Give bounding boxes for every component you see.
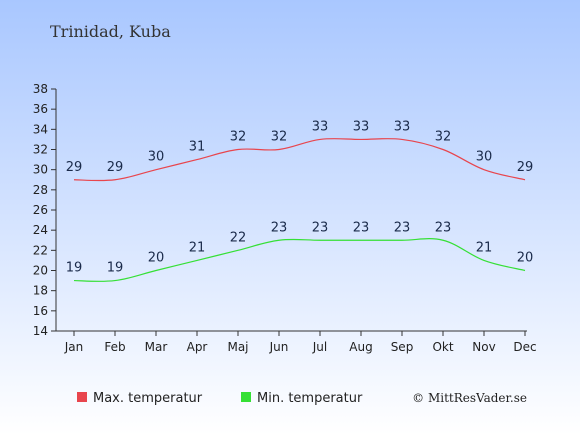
x-tick-label: Dec	[513, 340, 536, 354]
data-label-max: 33	[394, 119, 411, 134]
y-tick-label: 22	[33, 243, 48, 257]
x-tick-label: Okt	[432, 340, 453, 354]
data-label-max: 30	[148, 150, 165, 165]
y-tick-label: 28	[33, 183, 48, 197]
x-tick-label: Maj	[227, 340, 248, 354]
data-label-min: 23	[394, 220, 411, 235]
y-tick-label: 36	[33, 102, 48, 116]
y-tick-label: 18	[33, 284, 48, 298]
data-label-max: 33	[312, 119, 329, 134]
x-tick-label: Nov	[472, 340, 495, 354]
x-tick-label: Apr	[187, 340, 208, 354]
data-label-min: 21	[476, 240, 493, 255]
legend-label-min: Min. temperatur	[257, 391, 363, 406]
data-label-min: 22	[230, 230, 247, 245]
y-tick-label: 30	[33, 163, 48, 177]
credit-text: © MittResVader.se	[412, 391, 527, 405]
data-label-min: 20	[148, 251, 165, 266]
x-tick-label: Mar	[145, 340, 168, 354]
y-tick-label: 26	[33, 203, 48, 217]
x-tick-label: Jan	[64, 340, 84, 354]
data-label-max: 29	[107, 160, 124, 175]
data-label-max: 33	[353, 119, 370, 134]
series-line-max	[73, 138, 526, 182]
x-tick-label: Sep	[391, 340, 414, 354]
y-ticks: 14 16 18 20 22 24 26 28 30 32 34 36 38	[33, 82, 56, 338]
data-label-min: 23	[312, 220, 329, 235]
data-label-min: 19	[66, 261, 83, 276]
data-label-min: 20	[517, 251, 534, 266]
y-tick-label: 16	[33, 304, 48, 318]
x-ticks: Jan Feb Mar Apr Maj Jun Jul Aug Sep Okt Nov Dec	[64, 331, 537, 354]
y-tick-label: 32	[33, 143, 48, 157]
data-labels: 29 29 30 31 32 32 33 33 33 32 30 29 19 19 20 21 22 23 23 23…	[66, 119, 534, 275]
legend: Max. temperatur Min. temperatur	[77, 391, 363, 406]
data-label-max: 31	[189, 140, 206, 155]
x-tick-label: Feb	[104, 340, 125, 354]
x-tick-label: Jun	[269, 340, 289, 354]
series-line-min	[73, 238, 526, 282]
legend-swatch-max	[77, 392, 87, 402]
series-lines	[73, 138, 526, 282]
data-label-max: 30	[476, 150, 493, 165]
y-tick-label: 20	[33, 264, 48, 278]
data-label-max: 32	[435, 130, 452, 145]
data-label-max: 32	[271, 130, 288, 145]
data-label-min: 23	[353, 220, 370, 235]
legend-label-max: Max. temperatur	[93, 391, 203, 406]
data-label-max: 29	[66, 160, 83, 175]
data-label-max: 29	[517, 160, 534, 175]
data-label-min: 19	[107, 261, 124, 276]
x-tick-label: Jul	[312, 340, 327, 354]
chart-title: Trinidad, Kuba	[50, 22, 171, 41]
data-label-min: 21	[189, 240, 206, 255]
legend-swatch-min	[241, 392, 251, 402]
data-label-min: 23	[435, 220, 452, 235]
data-label-min: 23	[271, 220, 288, 235]
y-tick-label: 38	[33, 82, 48, 96]
x-tick-label: Aug	[349, 340, 372, 354]
data-label-max: 32	[230, 130, 247, 145]
y-tick-label: 34	[33, 122, 48, 136]
y-tick-label: 24	[33, 223, 48, 237]
y-tick-label: 14	[33, 324, 48, 338]
